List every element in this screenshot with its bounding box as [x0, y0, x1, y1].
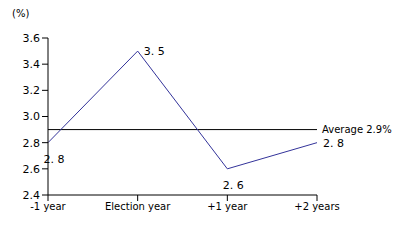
- svg-text:3.2: 3.2: [23, 84, 41, 97]
- svg-text:2.6: 2.6: [23, 163, 41, 176]
- svg-text:+1 year: +1 year: [207, 201, 248, 212]
- svg-text:-1 year: -1 year: [30, 201, 66, 212]
- svg-text:2.8: 2.8: [23, 137, 41, 150]
- svg-text:2.4: 2.4: [23, 189, 41, 202]
- svg-text:2. 8: 2. 8: [44, 153, 65, 166]
- svg-text:3. 5: 3. 5: [144, 45, 165, 58]
- svg-text:3.0: 3.0: [23, 110, 41, 123]
- svg-text:Average 2.9%: Average 2.9%: [322, 124, 392, 135]
- svg-text:Election year: Election year: [105, 201, 171, 212]
- svg-text:2. 8: 2. 8: [323, 137, 344, 150]
- svg-text:+2 years: +2 years: [294, 201, 339, 212]
- svg-text:3.6: 3.6: [23, 32, 41, 45]
- svg-text:2. 6: 2. 6: [223, 179, 244, 192]
- svg-text:3.4: 3.4: [23, 58, 41, 71]
